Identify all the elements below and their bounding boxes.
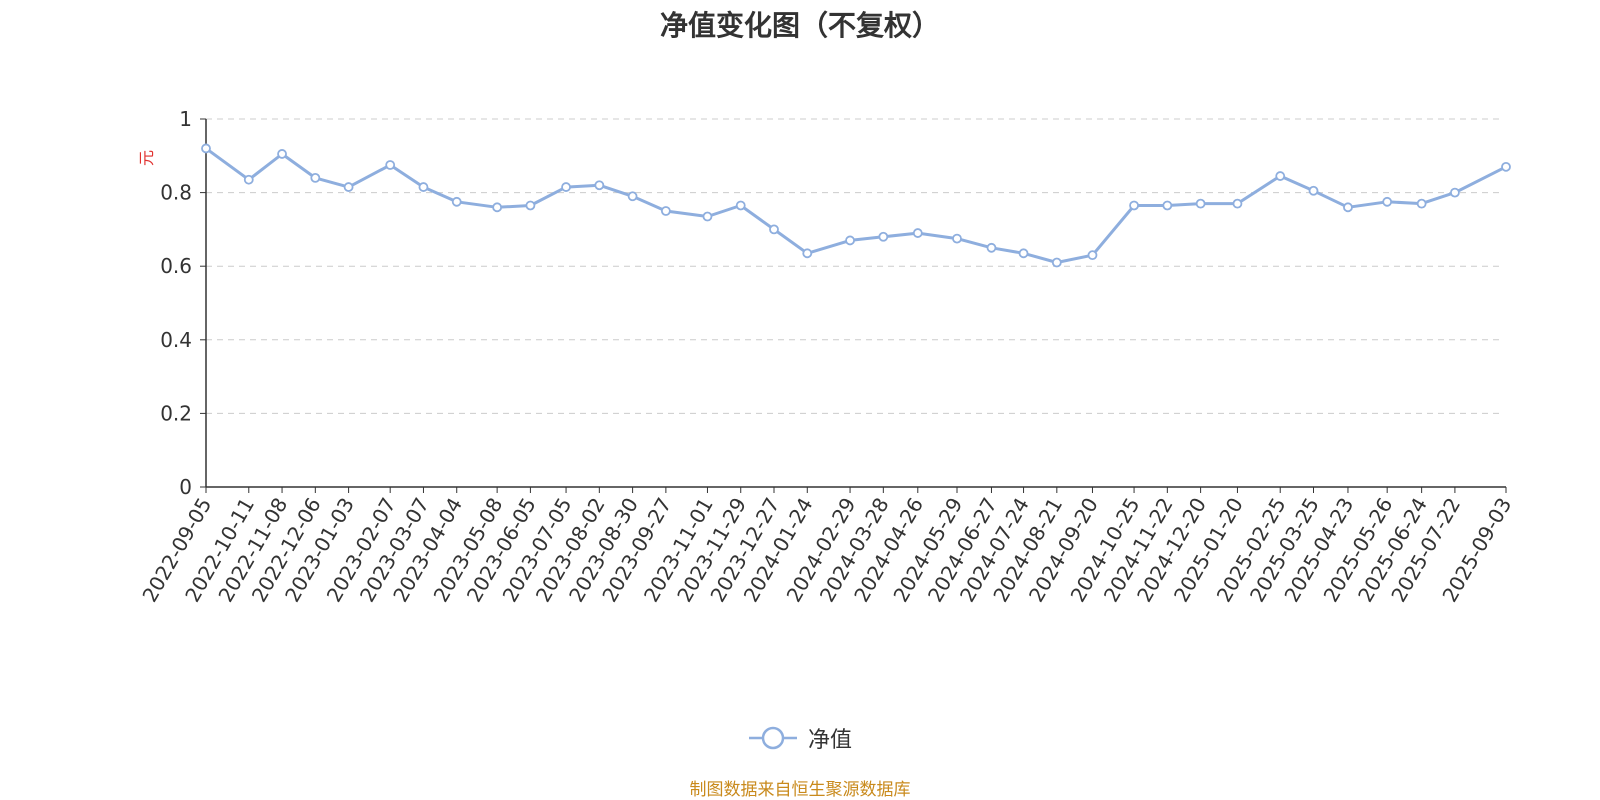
data-point[interactable] [561, 182, 571, 192]
data-point[interactable] [1382, 196, 1393, 207]
y-tick-label: 0.8 [160, 181, 192, 205]
y-tick-label: 0.2 [160, 401, 192, 425]
data-point[interactable] [525, 200, 536, 211]
data-point[interactable] [451, 196, 462, 207]
data-point[interactable] [201, 143, 211, 154]
data-point[interactable] [912, 228, 923, 238]
data-point[interactable] [952, 233, 962, 244]
axes [205, 119, 1506, 488]
legend-label: 净值 [807, 728, 852, 753]
y-tick-label: 1 [179, 107, 192, 131]
y-tick-label: 0 [179, 475, 192, 499]
data-point[interactable] [1343, 202, 1353, 213]
data-source-note: 制图数据来自恒生聚源数据库 [689, 780, 911, 800]
chart-title: 净值变化图（不复权） [659, 9, 940, 42]
data-point[interactable] [802, 248, 813, 259]
data-point[interactable] [1232, 198, 1243, 209]
data-point[interactable] [986, 242, 997, 253]
data-point[interactable] [1051, 257, 1062, 268]
y-axis-ticks: 0 0.2 0.4 0.6 0.8 1 [160, 107, 206, 499]
data-point[interactable] [243, 174, 254, 185]
data-point[interactable] [735, 200, 746, 211]
data-point[interactable] [702, 211, 713, 222]
data-point[interactable] [1275, 171, 1286, 181]
y-tick-label: 0.6 [160, 254, 192, 278]
data-point[interactable] [627, 191, 638, 202]
y-axis-unit: 元 [137, 150, 156, 166]
data-point[interactable] [878, 231, 889, 242]
legend-line-circle-icon [748, 726, 797, 750]
legend[interactable]: 净值 [0, 722, 1600, 756]
data-point[interactable] [1129, 200, 1139, 211]
data-point[interactable] [1501, 161, 1511, 172]
data-point[interactable] [310, 172, 321, 183]
series-line-nav [205, 147, 1507, 264]
data-point[interactable] [1018, 248, 1029, 259]
data-point[interactable] [418, 182, 429, 192]
data-point[interactable] [845, 235, 855, 246]
x-axis-ticks: 2022-09-052022-10-112022-11-082022-12-06… [137, 487, 1516, 606]
data-point[interactable] [594, 180, 605, 191]
y-tick-label: 0.4 [160, 328, 192, 352]
data-point[interactable] [343, 182, 354, 192]
data-point[interactable] [1195, 198, 1206, 209]
data-point[interactable] [492, 202, 503, 213]
data-point[interactable] [277, 149, 287, 159]
data-point[interactable] [1162, 200, 1173, 211]
data-point[interactable] [660, 206, 671, 216]
data-point[interactable] [1416, 198, 1427, 209]
data-point[interactable] [769, 224, 779, 235]
series-markers [201, 143, 1511, 268]
data-point[interactable] [1450, 187, 1460, 198]
data-point[interactable] [1087, 250, 1098, 261]
data-point[interactable] [1308, 185, 1319, 196]
grid-lines [206, 118, 1500, 414]
data-point[interactable] [385, 160, 396, 170]
